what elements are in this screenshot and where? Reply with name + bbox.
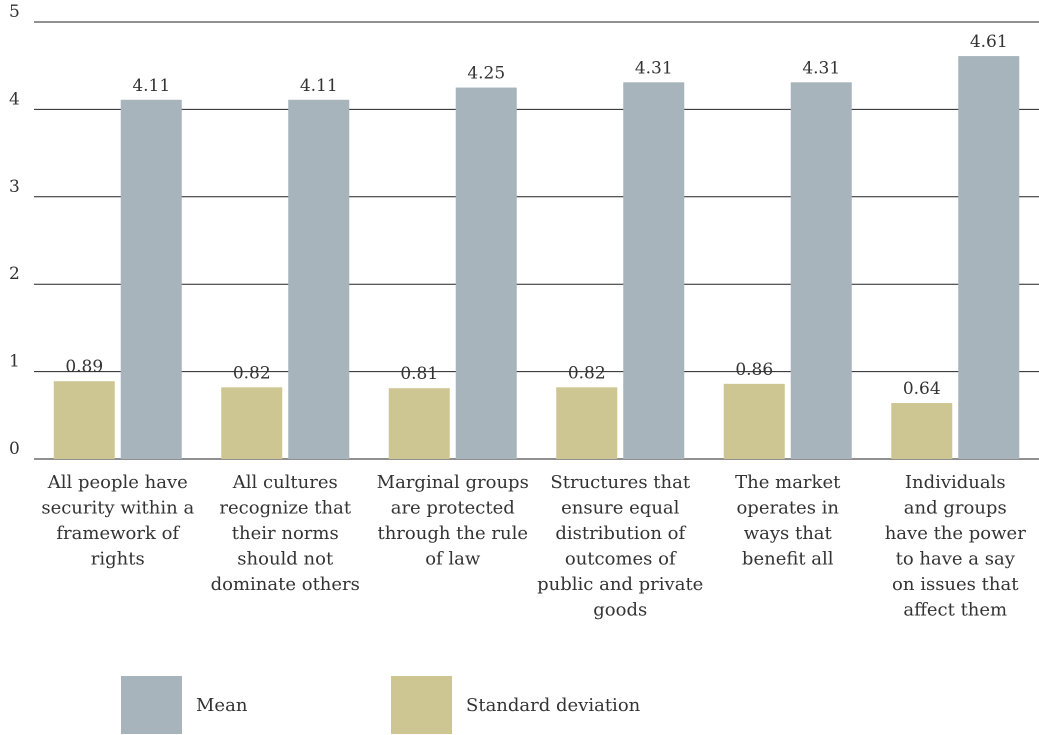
- data-label: 4.31: [802, 58, 840, 78]
- data-label: 4.31: [635, 58, 673, 78]
- bar: [120, 99, 182, 459]
- bar: [455, 87, 517, 460]
- y-tick-label: 4: [9, 89, 20, 109]
- bar: [891, 403, 953, 459]
- y-tick-label: 1: [9, 352, 20, 372]
- bar: [221, 387, 283, 459]
- legend-swatch-mean: [121, 676, 182, 734]
- data-label: 4.25: [467, 64, 505, 84]
- x-tick-label: Individuals and groups have the power to ha…: [885, 472, 1026, 621]
- bar: [623, 82, 685, 459]
- data-label: 0.81: [400, 364, 438, 384]
- y-tick-label: 3: [9, 177, 20, 197]
- bar: [723, 383, 785, 459]
- legend-item-mean: Mean: [121, 676, 247, 734]
- bar: [958, 56, 1020, 459]
- x-tick-label: All people have security within a framewor…: [41, 472, 194, 570]
- legend-label-standard-deviation: Standard deviation: [466, 694, 641, 716]
- data-label: 0.82: [568, 363, 606, 383]
- x-tick-label: Structures that ensure equal distribution …: [537, 472, 703, 621]
- legend-item-standard-deviation: Standard deviation: [391, 676, 640, 734]
- bar-chart: 0 1 2 3 4 5 0.89 4.11 All people have security wi…: [9, 2, 1039, 621]
- legend-swatch-standard-deviation: [391, 676, 452, 734]
- x-tick-label: The market operates in ways that benefit al…: [735, 472, 841, 570]
- x-tick-label: Marginal groups are protected through the …: [377, 472, 529, 570]
- bar: [388, 388, 450, 459]
- bar: [288, 99, 350, 459]
- bar: [790, 82, 852, 459]
- data-label: 4.61: [970, 32, 1008, 52]
- data-label: 4.11: [300, 76, 338, 96]
- data-label: 4.11: [132, 76, 170, 96]
- bar: [556, 387, 618, 459]
- data-label: 0.82: [233, 363, 271, 383]
- legend-label-mean: Mean: [196, 694, 248, 716]
- data-label: 0.86: [735, 360, 773, 380]
- y-tick-label: 0: [9, 439, 20, 459]
- y-tick-label: 5: [9, 2, 20, 22]
- x-tick-label: All cultures recognize that their norms sho…: [211, 472, 360, 595]
- y-tick-label: 2: [9, 264, 20, 284]
- bar: [53, 381, 115, 459]
- data-label: 0.64: [903, 379, 941, 399]
- data-label: 0.89: [65, 357, 103, 377]
